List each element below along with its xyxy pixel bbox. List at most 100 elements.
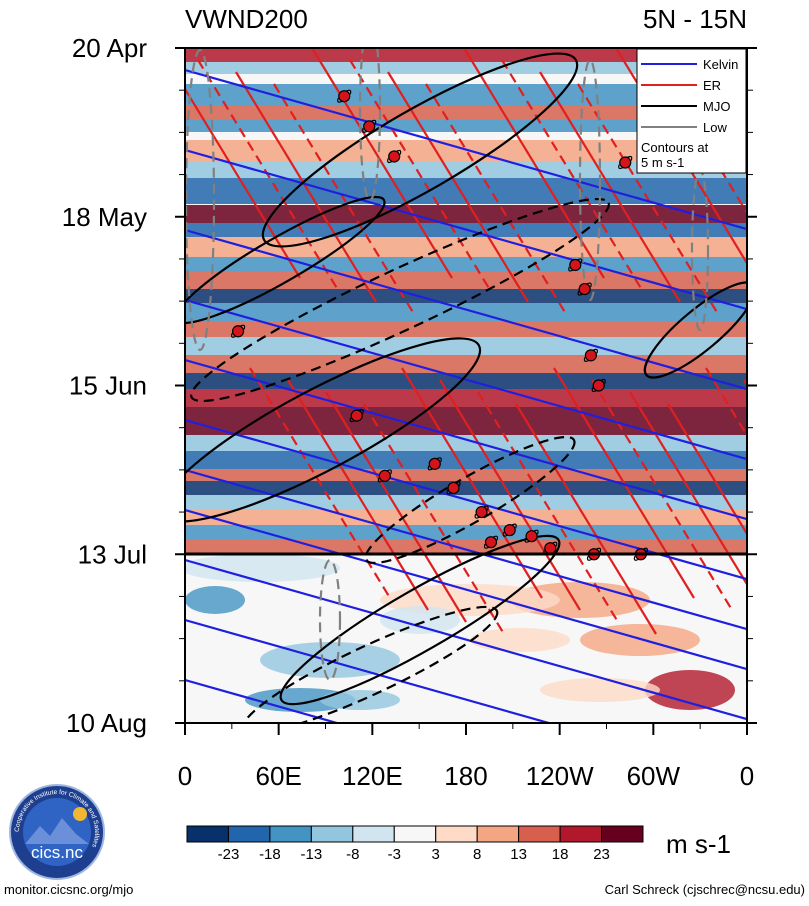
anomaly-band [185, 355, 747, 373]
legend-note-line1: Contours at [641, 140, 709, 155]
colorbar-swatch [559, 825, 603, 843]
storm-marker [568, 258, 583, 272]
anomaly-band [185, 140, 747, 162]
storm-marker [337, 89, 352, 103]
storm-marker-arm [474, 513, 480, 519]
mjo-contour [190, 197, 610, 403]
storm-marker-arm [633, 556, 640, 561]
anomaly-blob [185, 586, 245, 614]
er-contour [311, 48, 453, 279]
colorbar-level-label: 13 [510, 846, 527, 863]
kelvin-contour [185, 228, 747, 391]
kelvin-contour [185, 558, 747, 721]
storm-marker-arm [239, 324, 246, 330]
storm-marker-arm [492, 535, 499, 541]
colorbar-swatch [186, 825, 229, 843]
storm-marker [377, 469, 392, 483]
storm-marker-arm [502, 531, 508, 537]
storm-marker-arm [592, 348, 598, 354]
er-contour [501, 59, 643, 291]
er-contour [349, 59, 491, 291]
storm-marker-body [484, 536, 498, 549]
colorbar-swatch [393, 825, 437, 843]
legend-kelvin-label: Kelvin [703, 57, 738, 72]
colorbar-level-label: -8 [346, 846, 359, 863]
anomaly-band [185, 321, 747, 337]
storm-marker-arm [386, 469, 392, 475]
storm-marker-arm [345, 89, 352, 95]
x-tick-label: 0 [740, 761, 754, 791]
er-contour [363, 403, 505, 635]
mjo-contour [261, 52, 579, 248]
storm-marker-arm [337, 98, 343, 103]
anomaly-blob [380, 606, 460, 634]
y-tick-label: 10 Aug [66, 708, 147, 738]
anomaly-band [185, 237, 747, 257]
er-contour [401, 367, 543, 599]
storm-marker-arm [577, 258, 583, 264]
storm-marker-body [475, 505, 488, 519]
legend-note-line2: 5 m s-1 [641, 155, 684, 170]
storm-marker-arm [524, 537, 530, 543]
storm-marker-arm [387, 158, 393, 164]
storm-marker [618, 155, 633, 170]
storm-marker-body [350, 409, 363, 422]
anomaly-band [185, 257, 747, 271]
colorbar-level-label: -3 [388, 846, 401, 863]
kelvin-contour [185, 148, 747, 311]
storm-marker-body [231, 325, 245, 338]
storm-marker [483, 535, 499, 549]
storm-marker-body [569, 258, 582, 272]
storm-marker-arm [591, 387, 597, 393]
anomaly-band [185, 303, 747, 321]
storm-marker-arm [511, 523, 517, 529]
kelvin-contour [185, 508, 747, 671]
storm-marker [362, 119, 377, 133]
anomaly-blob [185, 554, 340, 582]
y-tick-label: 18 May [62, 202, 147, 232]
anomaly-band [185, 289, 747, 303]
storm-marker-arm [455, 481, 461, 487]
storm-marker-arm [230, 333, 237, 338]
anomaly-band [185, 271, 747, 289]
storm-marker-body [544, 542, 557, 555]
anomaly-band [185, 84, 747, 106]
x-tick-label: 60W [627, 761, 681, 791]
storm-marker-body [584, 349, 597, 362]
storm-marker [230, 324, 246, 338]
storm-marker-arm [483, 544, 490, 549]
storm-marker-arm [349, 417, 355, 423]
colorbar-level-label: -13 [301, 846, 323, 863]
legend-er-label: ER [703, 78, 721, 93]
anomaly-band [185, 389, 747, 407]
storm-marker-arm [618, 164, 624, 170]
colorbar-swatch [227, 825, 271, 843]
x-tick-label: 180 [444, 761, 487, 791]
er-contour [539, 71, 681, 303]
storm-marker-arm [358, 409, 364, 414]
anomaly-band [185, 373, 747, 389]
storm-marker-body [363, 120, 376, 133]
kelvin-contour [185, 678, 341, 723]
plot-content [185, 48, 747, 723]
colorbar-swatch [435, 825, 478, 843]
anomaly-blob [645, 670, 735, 710]
anomaly-blob [540, 678, 660, 702]
low-contour [578, 58, 602, 302]
colorbar-level-label: 23 [593, 846, 610, 863]
storm-marker-arm [395, 149, 402, 155]
mjo-contour [279, 534, 561, 706]
er-contour [197, 59, 339, 291]
mjo-contour [364, 435, 576, 565]
storm-marker-arm [370, 119, 377, 125]
x-tick-label: 60E [256, 761, 302, 791]
colorbar: -23 -18 -13 -8 -3 3 8 13 18 23 [186, 825, 644, 863]
storm-marker-body [388, 150, 401, 163]
er-contour [553, 367, 695, 599]
er-contour [425, 83, 567, 315]
x-tick-label: 120E [342, 761, 403, 791]
storm-marker-body [428, 457, 441, 470]
colorbar-swatch [352, 825, 395, 843]
anomaly-band [185, 509, 747, 525]
